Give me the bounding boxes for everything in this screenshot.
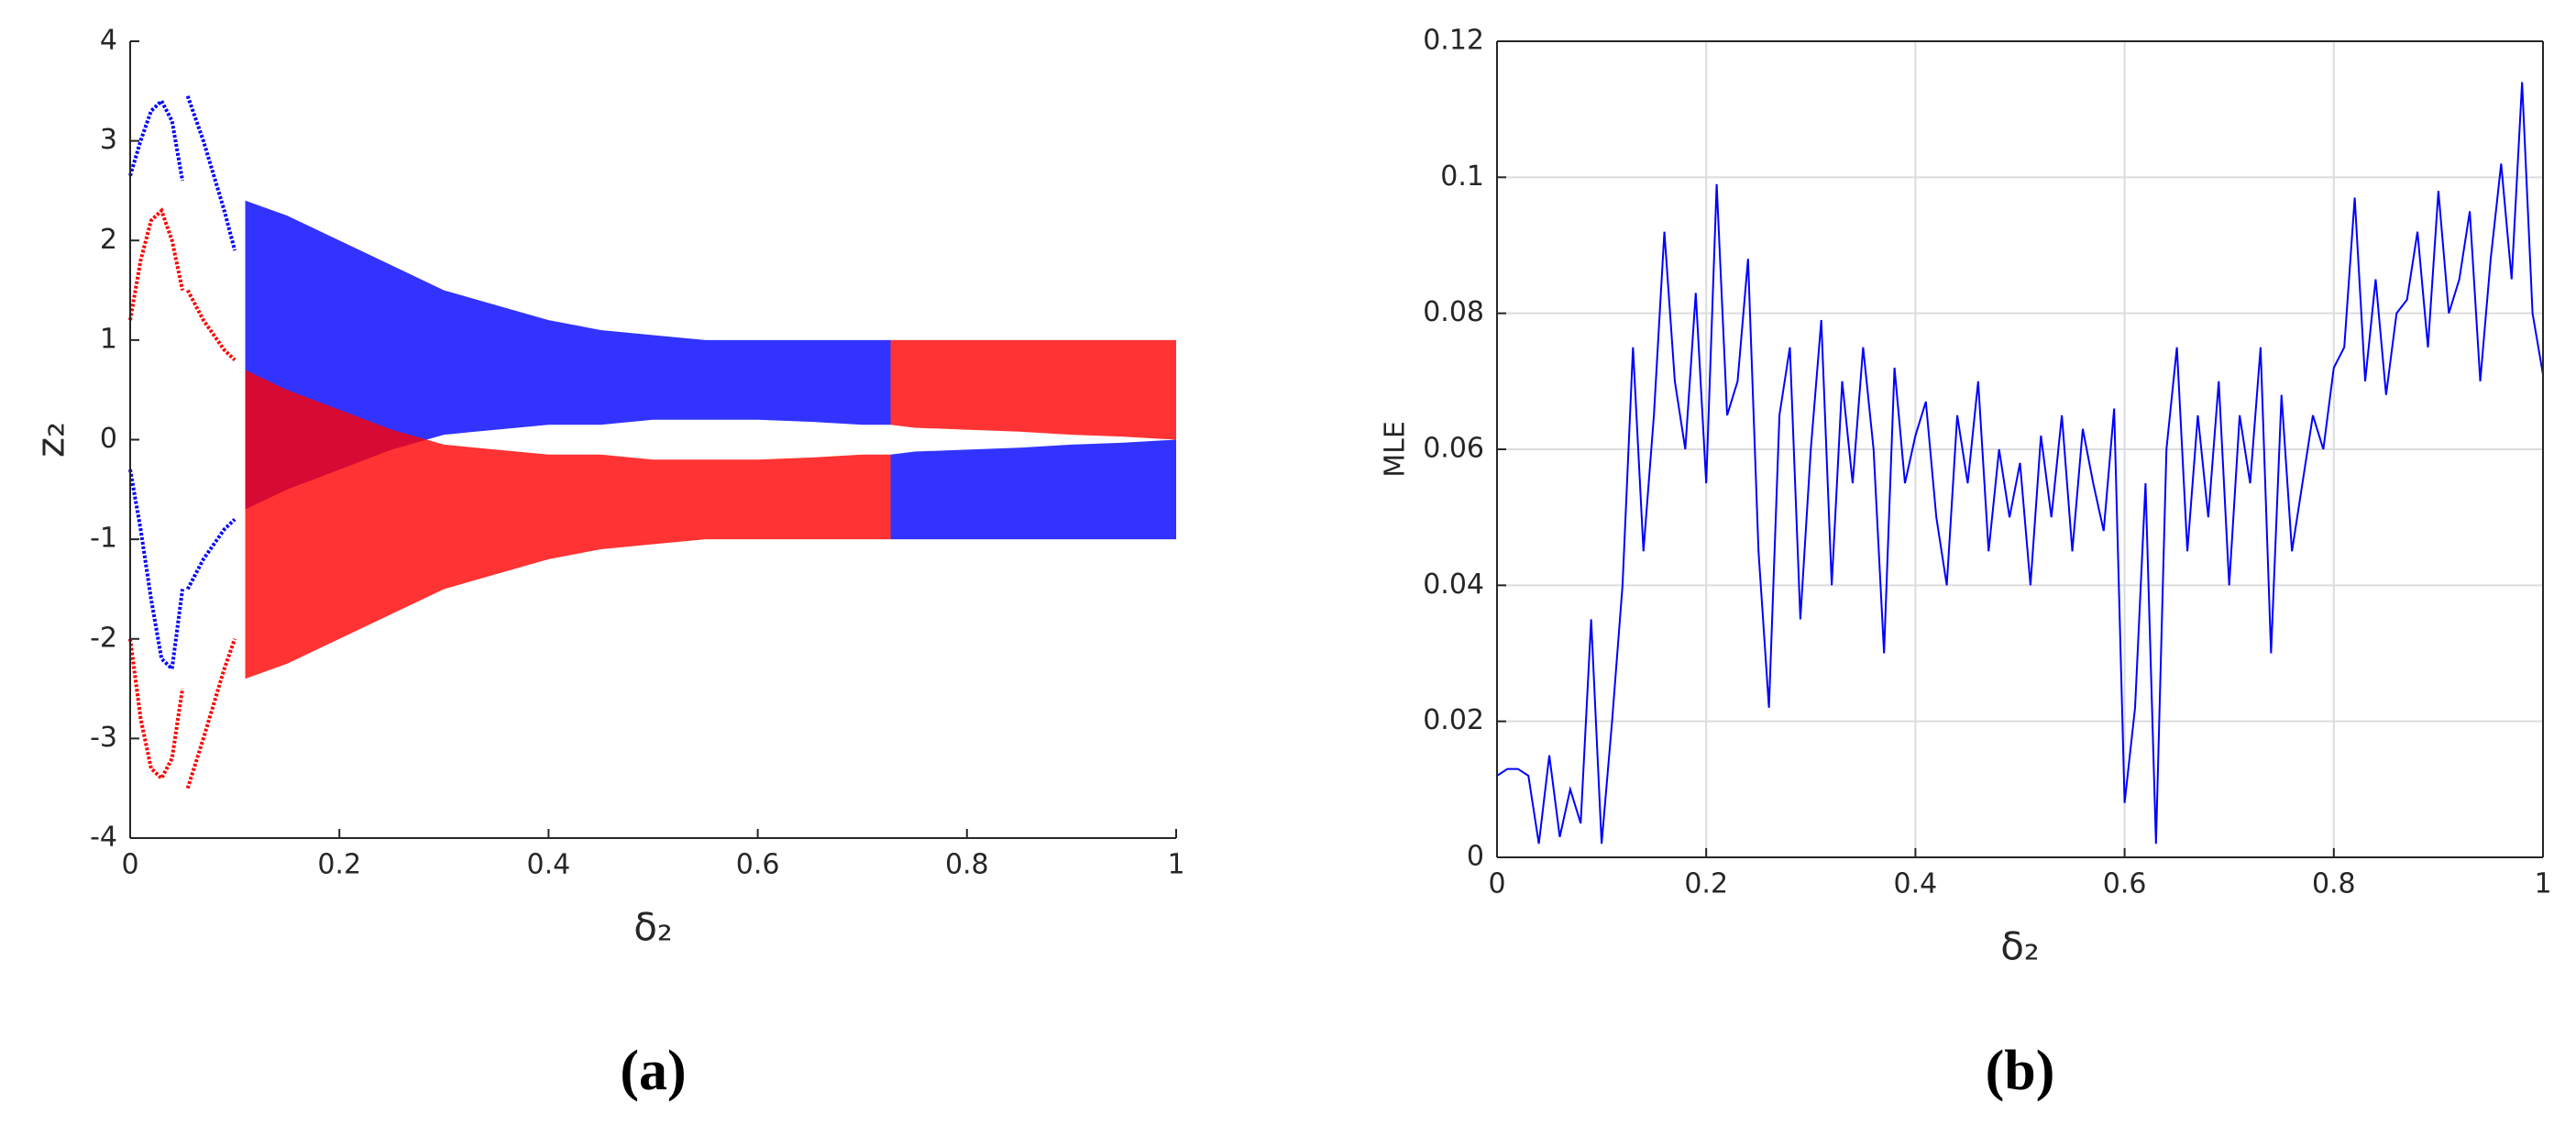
- y-tick-label: 3: [100, 124, 117, 156]
- line: [128, 469, 185, 673]
- x-tick-label: 0.8: [2312, 868, 2356, 900]
- panel-label: (a): [620, 1040, 686, 1102]
- x-tick-label: 1: [2534, 868, 2551, 900]
- y-tick-label: -1: [90, 523, 117, 555]
- line: [185, 638, 237, 789]
- y-axis-label: MLE: [1380, 421, 1412, 478]
- x-tick-label: 0: [1488, 868, 1505, 900]
- y-tick-label: 0.06: [1423, 433, 1484, 465]
- x-tick-label: 0.2: [1684, 868, 1728, 900]
- y-tick-label: 0.02: [1423, 704, 1484, 736]
- x-tick-label: 1: [1167, 849, 1184, 881]
- y-tick-label: -4: [90, 822, 117, 854]
- x-tick-label: 0.2: [317, 849, 361, 881]
- y-tick-label: -3: [90, 722, 117, 754]
- band: [890, 339, 1176, 440]
- line: [128, 207, 185, 321]
- y-tick-label: 0: [1467, 841, 1484, 873]
- x-tick-label: 0.6: [736, 849, 780, 881]
- x-tick-label: 0: [121, 849, 138, 881]
- line: [185, 517, 237, 591]
- x-tick-label: 0.4: [527, 849, 571, 881]
- x-axis-label: δ₂: [633, 905, 673, 950]
- y-tick-label: 0.08: [1423, 296, 1484, 328]
- x-tick-label: 0.6: [2103, 868, 2147, 900]
- y-tick-label: 0: [100, 423, 117, 455]
- line: [185, 95, 237, 251]
- y-tick-label: 4: [100, 25, 117, 57]
- band: [890, 439, 1176, 540]
- band: [245, 370, 891, 679]
- band: [245, 200, 891, 510]
- y-tick-label: -2: [90, 622, 117, 654]
- y-tick-label: 0.04: [1423, 569, 1484, 601]
- line: [1496, 82, 2544, 844]
- line: [185, 289, 237, 362]
- panel-label: (b): [1986, 1040, 2055, 1102]
- line: [128, 97, 185, 182]
- x-tick-label: 0.4: [1894, 868, 1938, 900]
- y-tick-label: 0.1: [1440, 160, 1484, 193]
- y-tick-label: 2: [100, 224, 117, 256]
- line: [128, 638, 185, 782]
- y-axis-label: z₂: [28, 422, 73, 458]
- y-tick-label: 0.12: [1423, 25, 1484, 57]
- x-tick-label: 0.8: [945, 849, 989, 881]
- x-axis-label: δ₂: [2000, 924, 2040, 969]
- y-tick-label: 1: [100, 323, 117, 355]
